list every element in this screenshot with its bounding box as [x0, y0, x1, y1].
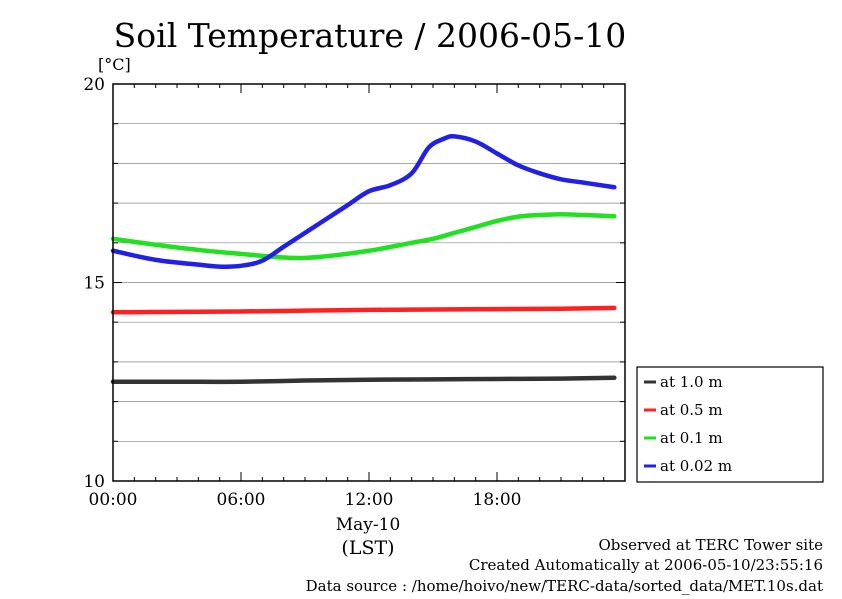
y-tick-label: 20 [83, 75, 105, 95]
series-lines [110, 134, 617, 385]
x-tick-label: 12:00 [345, 490, 394, 510]
x-tick-label: 18:00 [473, 490, 522, 510]
chart-title: Soil Temperature / 2006-05-10 [114, 16, 627, 55]
x-axis-ticks: 00:00 06:00 12:00 18:00 [89, 84, 626, 510]
x-axis-label: (LST) [341, 537, 394, 559]
legend-label: at 0.1 m [660, 429, 723, 447]
x-tick-label: 00:00 [89, 490, 138, 510]
y-axis-unit: [°C] [98, 55, 131, 74]
footer-data-source: Data source : /home/hoivo/new/TERC-data/… [306, 577, 823, 595]
series-line [110, 305, 617, 315]
legend-label: at 0.5 m [660, 401, 723, 419]
x-tick-label: 06:00 [217, 490, 266, 510]
y-axis-ticks: 10 15 20 [83, 75, 625, 492]
x-date-label: May-10 [336, 515, 401, 535]
legend-label: at 0.02 m [660, 457, 732, 475]
legend-label: at 1.0 m [660, 373, 723, 391]
y-tick-label: 15 [83, 274, 105, 294]
series-line [110, 375, 617, 385]
footer-observed: Observed at TERC Tower site [598, 536, 823, 554]
legend: at 1.0 m at 0.5 m at 0.1 m at 0.02 m [636, 366, 824, 483]
legend-box [636, 366, 824, 483]
gridlines [113, 123, 625, 442]
y-tick-label: 10 [83, 472, 105, 492]
footer-created: Created Automatically at 2006-05-10/23:5… [469, 556, 823, 574]
series-line [110, 134, 617, 269]
series-line [110, 211, 617, 261]
